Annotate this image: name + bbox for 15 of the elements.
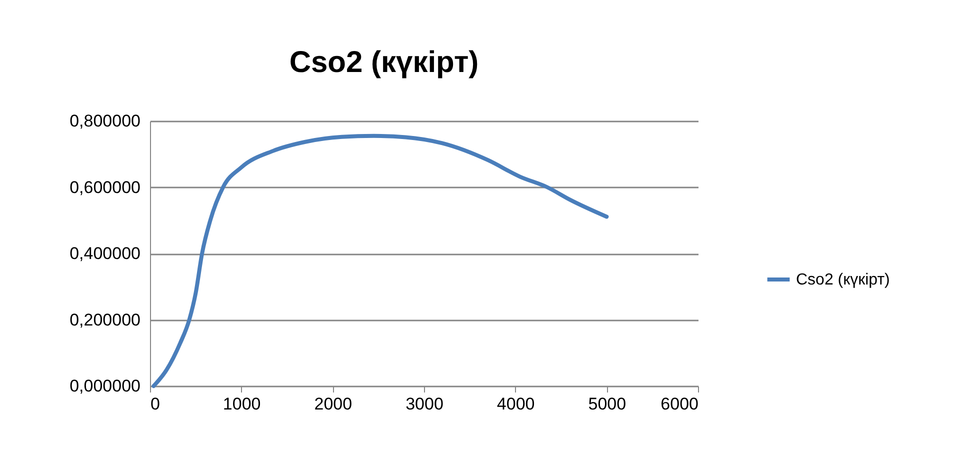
x-tick-label: 2000: [314, 394, 352, 414]
x-tick-label: 3000: [406, 394, 444, 414]
x-tick-label: 1000: [222, 394, 261, 414]
x-tick-label: 5000: [588, 394, 626, 414]
chart-title: Cso2 (күкірт): [289, 46, 479, 79]
y-tick-label: 0,000000: [70, 376, 140, 396]
x-tick-label: 6000: [660, 394, 698, 414]
x-tick-label: 4000: [496, 394, 535, 414]
x-tick-label: 0: [150, 394, 160, 414]
y-tick-label: 0,400000: [70, 244, 140, 263]
y-tick-label: 0,600000: [70, 178, 140, 197]
y-tick-label: 0,200000: [70, 310, 140, 330]
legend-label: Cso2 (күкірт): [796, 272, 890, 288]
line-series: [152, 134, 609, 388]
y-tick-label: 0,800000: [70, 112, 140, 130]
